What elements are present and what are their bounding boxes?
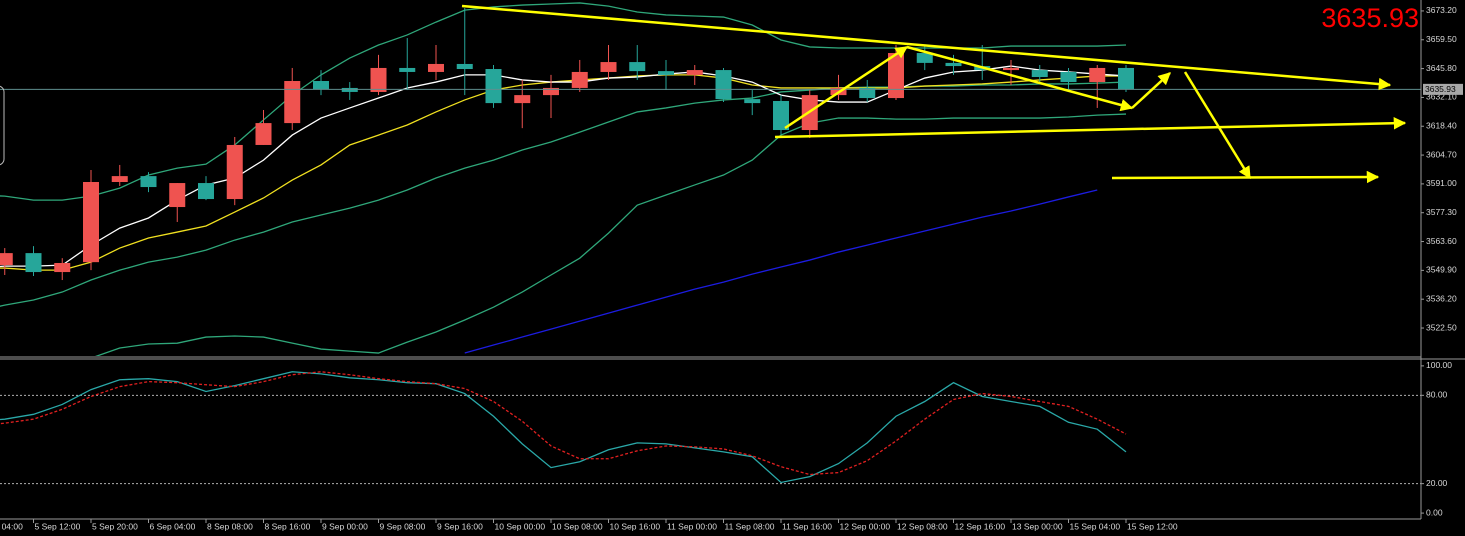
x-tick-label: 12 Sep 16:00 — [955, 521, 1006, 531]
y-tick-label: 3536.20 — [1426, 293, 1457, 303]
y-tick-label: 20.00 — [1426, 478, 1448, 488]
candle-body — [1118, 67, 1134, 90]
x-tick-label: 5 Sep 12:00 — [35, 521, 81, 531]
candle-body — [198, 183, 214, 200]
y-tick-label: 3577.30 — [1426, 207, 1457, 217]
candle-body — [629, 62, 646, 72]
candle-body — [1060, 71, 1077, 83]
candle-body — [428, 63, 444, 72]
price-label: 3635.93 — [1425, 84, 1456, 94]
candle-body — [456, 63, 473, 70]
candle-body — [255, 123, 272, 145]
candle-body — [888, 53, 904, 99]
main-pane — [0, 2, 1421, 356]
x-tick-label: 5 Sep 04:00 — [0, 521, 23, 531]
trend-line — [1111, 170, 1380, 184]
arrow — [784, 45, 909, 130]
candle-body — [284, 81, 301, 124]
y-tick-label: 3591.00 — [1426, 178, 1457, 188]
candle-body — [1031, 70, 1048, 78]
y-tick-label: 3673.20 — [1426, 5, 1457, 15]
candle-body — [715, 70, 732, 100]
x-tick-label: 10 Sep 08:00 — [552, 521, 603, 531]
candle-body — [600, 62, 617, 72]
candle-body — [945, 62, 962, 67]
x-tick-label: 10 Sep 16:00 — [610, 521, 661, 531]
candle-body — [686, 70, 703, 75]
x-tick-label: 11 Sep 16:00 — [782, 521, 832, 531]
candle-body — [25, 253, 42, 273]
candle-body — [370, 67, 387, 92]
x-tick-label: 10 Sep 00:00 — [495, 521, 546, 531]
y-tick-label: 3549.90 — [1426, 265, 1457, 275]
y-tick-label: 3522.50 — [1426, 322, 1457, 332]
arrow — [1131, 72, 1171, 109]
candle-body — [83, 181, 99, 263]
indicator-line — [464, 189, 1098, 354]
candle-body — [571, 71, 588, 88]
x-tick-label: 15 Sep 04:00 — [1070, 521, 1121, 531]
y-tick-label: 3618.40 — [1426, 120, 1457, 130]
candle-body — [1089, 67, 1106, 83]
candle-body — [859, 87, 876, 99]
arrow — [906, 45, 1134, 112]
trend-line — [774, 117, 1407, 139]
x-tick-label: 9 Sep 16:00 — [437, 521, 483, 531]
x-tick-label: 11 Sep 00:00 — [667, 521, 717, 531]
price-label-box — [1423, 83, 1463, 95]
x-tick-label: 13 Sep 00:00 — [1012, 521, 1063, 531]
candle-body — [226, 144, 243, 200]
price-display: 3635.93 — [1321, 3, 1419, 33]
indicator-line — [95, 113, 1127, 356]
candle-body — [485, 69, 502, 104]
indicator-line — [0, 2, 1127, 201]
candle-body — [514, 95, 531, 104]
x-tick-label: 5 Sep 20:00 — [92, 521, 138, 531]
y-tick-label: 3645.80 — [1426, 63, 1457, 73]
candle-body — [140, 176, 157, 188]
candle-body — [313, 81, 329, 89]
x-tick-label: 8 Sep 08:00 — [207, 521, 253, 531]
x-tick-label: 15 Sep 12:00 — [1127, 521, 1178, 531]
x-tick-label: 8 Sep 16:00 — [265, 521, 311, 531]
indicator-line — [0, 371, 1127, 476]
x-tick-label: 12 Sep 08:00 — [897, 521, 948, 531]
candle-body — [169, 183, 186, 208]
sub-pane — [0, 371, 1421, 485]
trend-line — [461, 4, 1392, 91]
y-tick-label: 3632.10 — [1426, 92, 1457, 102]
candle-body — [543, 87, 559, 96]
side-panel — [0, 85, 5, 166]
y-tick-label: 0.00 — [1426, 507, 1443, 517]
y-tick-label: 100.00 — [1426, 360, 1452, 370]
y-tick-label: 3563.60 — [1426, 236, 1457, 246]
x-tick-label: 11 Sep 08:00 — [725, 521, 775, 531]
candle-body — [658, 71, 674, 75]
candle-body — [54, 263, 71, 273]
candle-body — [744, 99, 761, 104]
candle-body — [916, 53, 933, 63]
candle-body — [1003, 67, 1019, 71]
x-tick-label: 12 Sep 00:00 — [840, 521, 891, 531]
arrow — [1183, 71, 1252, 180]
y-tick-label: 3659.50 — [1426, 34, 1457, 44]
axes: 3673.20 3659.50 3645.80 3632.10 3618.40 3604.… — [0, 5, 1463, 531]
y-tick-label: 3604.70 — [1426, 149, 1457, 159]
y-tick-label: 80.00 — [1426, 390, 1448, 400]
candle-body — [341, 87, 358, 92]
candle-body — [399, 67, 416, 72]
indicator-line — [0, 371, 1127, 484]
x-tick-label: 9 Sep 08:00 — [380, 521, 426, 531]
candle-body — [0, 253, 13, 266]
x-tick-label: 9 Sep 00:00 — [322, 521, 368, 531]
x-tick-label: 6 Sep 04:00 — [150, 521, 196, 531]
trend-drawings — [461, 4, 1407, 184]
candle-body — [773, 100, 789, 131]
candle-body — [111, 176, 128, 182]
